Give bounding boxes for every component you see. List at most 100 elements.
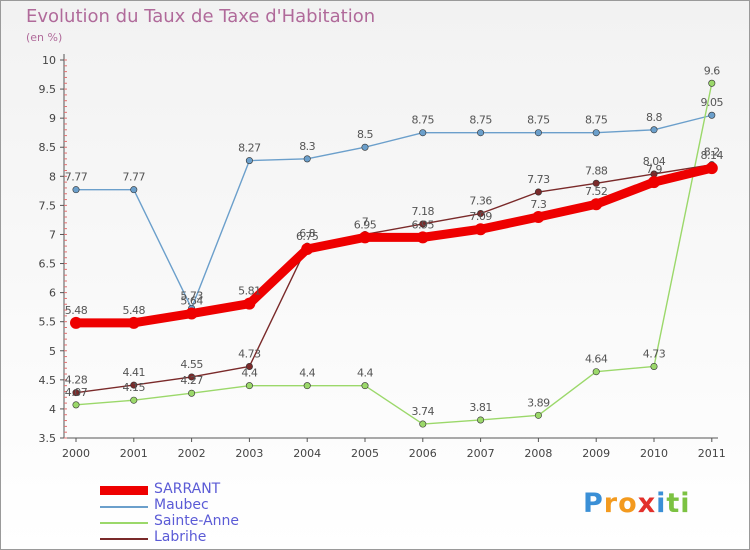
data-point-sarrant [474,223,487,236]
data-label-sarrant: 8.14 [701,149,724,162]
data-point-maubec [534,129,542,137]
y-tick-label: 10 [42,54,56,67]
data-point-sarrant [127,316,140,329]
data-label-sainte-anne: 4.4 [357,367,373,380]
logo-letter: x [637,488,657,519]
data-label-labrihe: 4.73 [238,347,261,360]
x-tick-label: 2003 [235,447,263,460]
y-tick-label: 3.5 [39,432,57,445]
legend-swatch [100,486,148,495]
y-tick-label: 4.5 [39,374,57,387]
data-point-sainte-anne [361,382,369,390]
data-label-sarrant: 6.95 [354,218,377,231]
data-point-maubec [130,186,138,194]
data-label-labrihe: 7.88 [585,164,608,177]
y-tick-label: 8.5 [39,141,57,154]
legend-label: Labrihe [154,529,207,545]
data-label-sainte-anne: 3.74 [412,405,435,418]
data-point-sainte-anne [130,396,138,404]
x-tick-label: 2007 [467,447,495,460]
data-label-sarrant: 7.3 [530,198,546,211]
data-label-sarrant: 5.81 [238,285,261,298]
data-point-sainte-anne [477,416,485,424]
y-tick-label: 4 [49,403,56,416]
y-tick-label: 6 [49,287,56,300]
x-tick-label: 2001 [120,447,148,460]
legend-label: Maubec [154,497,209,513]
data-point-sainte-anne [303,382,311,390]
data-point-maubec [592,129,600,137]
data-label-labrihe: 7.18 [412,205,435,218]
data-point-sarrant [70,316,82,329]
data-point-maubec [361,143,369,151]
data-label-sainte-anne: 4.15 [123,381,146,394]
data-point-maubec [245,157,253,165]
data-point-sainte-anne [592,368,600,376]
data-point-maubec [708,111,716,119]
data-label-sarrant: 5.48 [65,304,88,317]
data-label-maubec: 7.77 [65,171,88,184]
data-point-sainte-anne [245,382,253,390]
legend-label: Sainte-Anne [154,513,240,529]
x-tick-label: 2005 [351,447,379,460]
data-point-labrihe [419,220,427,228]
x-tick-label: 2011 [698,447,726,460]
data-label-maubec: 8.8 [646,111,662,124]
data-label-sarrant: 7.09 [469,210,492,223]
data-label-sarrant: 5.48 [123,304,146,317]
data-point-labrihe [477,210,485,218]
data-label-sarrant: 6.95 [412,218,435,231]
data-point-labrihe [534,188,542,196]
legend-label: SARRANT [154,481,221,497]
data-point-sarrant [532,211,545,224]
logo-letter: t [666,488,681,519]
data-label-sarrant: 7.9 [646,163,662,176]
logo-letter: i [656,488,667,519]
data-point-maubec [650,126,658,134]
logo-letter: o [618,488,638,519]
data-label-sainte-anne: 4.4 [241,367,257,380]
y-tick-label: 9.5 [39,83,57,96]
data-label-maubec: 7.77 [123,171,146,184]
data-point-labrihe [245,362,253,370]
series-line-labrihe [75,163,713,394]
data-label-sainte-anne: 3.81 [469,401,492,414]
data-point-sarrant [705,162,718,175]
data-labels: 7.77 7.775.738.27 8.38.58.75 8.75 8.75 8.75 8.… [65,64,724,418]
legend-swatch [100,538,148,540]
y-tick-label: 7.5 [39,199,57,212]
data-point-sarrant [185,307,198,320]
data-label-labrihe: 6.8 [299,227,315,240]
data-point-sarrant [648,176,660,189]
y-tick-label: 5.5 [39,316,57,329]
data-point-sarrant [590,198,603,211]
y-tick-label: 5 [49,345,56,358]
data-point-labrihe [130,381,138,389]
data-label-labrihe: 7.73 [527,173,550,186]
x-tick-label: 2006 [409,447,437,460]
x-tick-label: 2002 [178,447,206,460]
data-label-sainte-anne: 4.73 [643,347,666,360]
data-label-sarrant: 6.75 [296,230,319,243]
data-label-maubec: 8.75 [585,114,608,127]
data-label-maubec: 8.27 [238,142,261,155]
data-label-labrihe: 8.2 [704,146,720,159]
data-point-maubec [477,129,485,137]
chart-subtitle: (en %) [26,31,63,44]
y-tick-label: 8 [49,170,56,183]
y-tick-label: 9 [49,112,56,125]
data-label-sarrant: 7.52 [585,185,608,198]
x-tick-label: 2004 [293,447,321,460]
data-label-maubec: 8.75 [469,114,492,127]
series-lines [70,79,718,428]
series-line-sainte-anne [75,82,713,425]
data-label-labrihe: 7.36 [469,195,492,208]
data-label-labrihe: 7 [362,215,369,228]
y-tick-label: 6.5 [39,258,57,271]
data-label-sainte-anne: 4.07 [65,386,88,399]
series-line-maubec [75,114,713,310]
data-point-labrihe [72,389,80,397]
data-label-sainte-anne: 9.6 [704,64,720,77]
